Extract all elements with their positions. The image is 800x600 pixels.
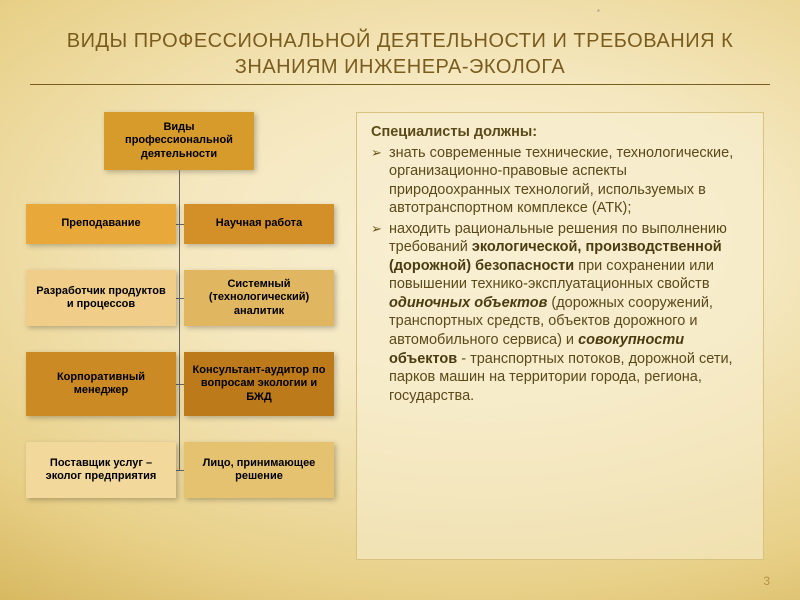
chart-node: Разработчик продуктов и процессов — [26, 270, 176, 326]
chart-node: Научная работа — [184, 204, 334, 244]
chart-node: Поставщик услуг – эколог предприятия — [26, 442, 176, 498]
chart-node: Лицо, принимающее решение — [184, 442, 334, 498]
requirements-panel: Специалисты должны: знать современные те… — [356, 112, 764, 560]
chart-connector — [176, 470, 184, 471]
chart-connector — [176, 298, 184, 299]
chart-connector — [179, 170, 180, 470]
chart-node: Системный (технологический) аналитик — [184, 270, 334, 326]
page-title: ВИДЫ ПРОФЕССИОНАЛЬНОЙ ДЕЯТЕЛЬНОСТИ И ТРЕ… — [30, 28, 770, 85]
chart-node: Преподавание — [26, 204, 176, 244]
org-chart: Виды профессиональной деятельности Препод… — [22, 112, 342, 552]
chart-node: Корпоративный менеджер — [26, 352, 176, 416]
chart-connector — [176, 384, 184, 385]
chart-root: Виды профессиональной деятельности — [104, 112, 254, 170]
page-number: 3 — [763, 574, 770, 588]
panel-item: знать современные технические, технологи… — [371, 144, 749, 218]
chart-connector — [176, 224, 184, 225]
panel-list: знать современные технические, технологи… — [371, 144, 749, 406]
panel-lead: Специалисты должны: — [371, 123, 749, 142]
star-decoration: * — [597, 8, 600, 17]
chart-node: Консультант-аудитор по вопросам экологии… — [184, 352, 334, 416]
panel-item: находить рациональные решения по выполне… — [371, 220, 749, 405]
